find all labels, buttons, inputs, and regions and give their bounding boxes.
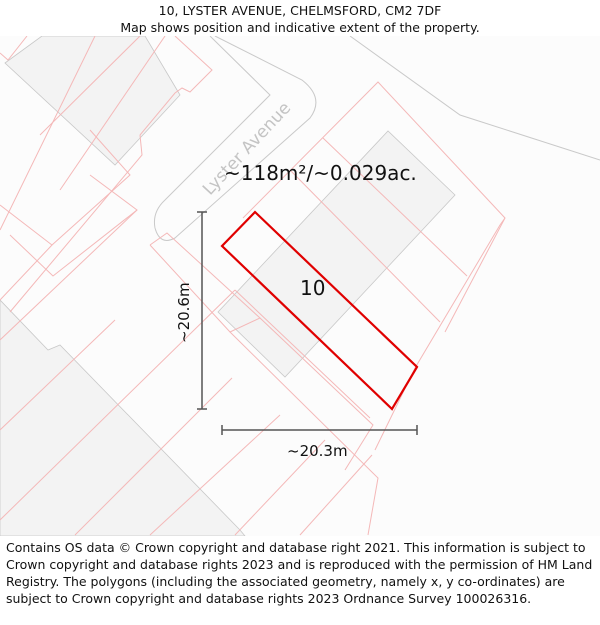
vertical-dimension-line [197, 211, 207, 410]
map-subtitle: Map shows position and indicative extent… [120, 20, 480, 35]
map-canvas: Lyster Avenue ~20.6m ~20.3m ~118m²/~0.02… [0, 36, 600, 536]
plot-number-label: 10 [300, 276, 325, 300]
building-top-left [4, 36, 181, 166]
horizontal-dimension-label: ~20.3m [287, 442, 348, 460]
buildings-layer [0, 36, 456, 536]
road-layer [154, 36, 600, 241]
property-map[interactable]: Lyster Avenue ~20.6m ~20.3m ~118m²/~0.02… [0, 36, 600, 536]
copyright-attribution: Contains OS data © Crown copyright and d… [6, 540, 593, 606]
building-terrace-center [217, 130, 456, 378]
vertical-dimension-label: ~20.6m [175, 282, 193, 343]
property-address-title: 10, LYSTER AVENUE, CHELMSFORD, CM2 7DF [158, 3, 442, 18]
property-boundary-outline[interactable] [220, 210, 419, 411]
road-edge-right [349, 36, 600, 161]
area-label: ~118m²/~0.029ac. [224, 161, 417, 185]
lyster-avenue-road-edge-outer [154, 36, 317, 241]
building-bottom-left [0, 299, 246, 536]
parcels-layer [0, 36, 506, 536]
horizontal-dimension-line [221, 425, 418, 435]
map-header: 10, LYSTER AVENUE, CHELMSFORD, CM2 7DF M… [0, 0, 600, 36]
